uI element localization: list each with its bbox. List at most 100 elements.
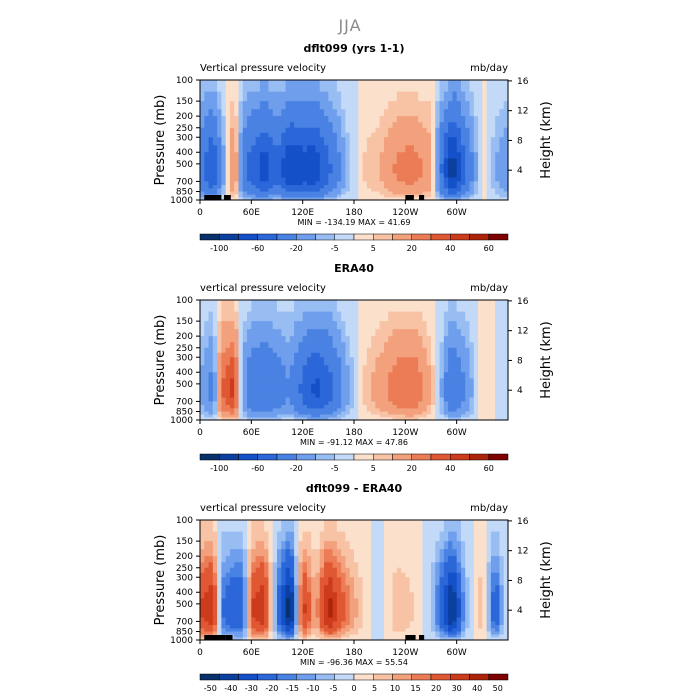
- heatmap-cell: [383, 173, 389, 179]
- heatmap-cell: [388, 185, 394, 189]
- heatmap-cell: [460, 197, 466, 201]
- heatmap-cell: [383, 372, 389, 379]
- heatmap-cell: [315, 408, 321, 413]
- heatmap-cell: [259, 541, 265, 550]
- heatmap-cell: [375, 357, 381, 366]
- heatmap-cell: [469, 608, 475, 614]
- heatmap-cell: [234, 300, 240, 313]
- heatmap-cell: [443, 300, 449, 313]
- heatmap-cell: [443, 401, 449, 406]
- heatmap-cell: [311, 194, 317, 198]
- heatmap-cell: [306, 397, 312, 403]
- heatmap-cell: [388, 181, 394, 186]
- heatmap-cell: [298, 321, 304, 330]
- heatmap-cell: [332, 631, 338, 636]
- heatmap-cell: [259, 401, 265, 406]
- heatmap-cell: [465, 116, 471, 123]
- heatmap-cell: [392, 80, 398, 93]
- heatmap-cell: [298, 393, 304, 399]
- heatmap-cell: [499, 329, 505, 337]
- heatmap-cell: [302, 621, 308, 626]
- heatmap-cell: [229, 321, 235, 330]
- heatmap-cell: [443, 137, 449, 146]
- heatmap-cell: [388, 388, 394, 394]
- heatmap-cell: [392, 613, 398, 619]
- heatmap-cell: [298, 127, 304, 134]
- heatmap-cell: [426, 116, 432, 123]
- heatmap-cell: [242, 137, 248, 146]
- heatmap-cell: [200, 158, 205, 165]
- heatmap-cell: [251, 608, 257, 614]
- heatmap-cell: [336, 80, 342, 93]
- heatmap-cell: [426, 556, 432, 563]
- heatmap-cell: [422, 414, 428, 418]
- heatmap-cell: [277, 608, 282, 614]
- heatmap-cell: [409, 168, 415, 174]
- heatmap-cell: [495, 608, 501, 614]
- heatmap-cell: [255, 116, 261, 123]
- heatmap-cell: [341, 520, 347, 533]
- heatmap-cell: [272, 625, 278, 629]
- heatmap-cell: [443, 625, 449, 629]
- heatmap-cell: [204, 109, 210, 117]
- heatmap-cell: [319, 300, 325, 313]
- heatmap-cell: [285, 372, 291, 379]
- heatmap-cell: [302, 388, 308, 394]
- heatmap-cell: [345, 634, 351, 638]
- heatmap-cell: [229, 347, 235, 354]
- heatmap-cell: [371, 625, 376, 629]
- heatmap-cell: [490, 197, 496, 201]
- heatmap-cell: [341, 549, 347, 557]
- heatmap-cell: [503, 336, 509, 343]
- heatmap-cell: [426, 397, 432, 403]
- heatmap-cell: [413, 336, 419, 343]
- heatmap-cell: [443, 617, 449, 623]
- heatmap-cell: [289, 197, 295, 201]
- heatmap-cell: [490, 181, 496, 186]
- heatmap-cell: [341, 417, 347, 421]
- heatmap-cell: [272, 549, 278, 557]
- heatmap-cell: [264, 562, 270, 569]
- heatmap-cell: [200, 417, 205, 421]
- heatmap-cell: [311, 520, 317, 533]
- heatmap-cell: [336, 300, 342, 313]
- heatmap-cell: [413, 401, 419, 406]
- heatmap-cell: [362, 608, 368, 614]
- heatmap-cell: [396, 352, 402, 358]
- heatmap-cell: [379, 132, 385, 138]
- heatmap-cell: [452, 173, 458, 179]
- y-tick-label: 1000: [170, 416, 193, 426]
- heatmap-cell: [229, 152, 235, 159]
- heatmap-cell: [328, 567, 334, 574]
- heatmap-cell: [418, 372, 424, 379]
- heatmap-cell: [439, 617, 445, 623]
- heatmap-cell: [272, 592, 278, 599]
- heatmap-cell: [242, 145, 248, 153]
- heatmap-cell: [499, 572, 505, 578]
- heatmap-cell: [388, 625, 394, 629]
- heatmap-cell: [264, 531, 270, 542]
- heatmap-cell: [439, 411, 445, 416]
- heatmap-cell: [431, 401, 436, 406]
- heatmap-cell: [460, 556, 466, 563]
- heatmap-cell: [366, 621, 372, 626]
- heatmap-cell: [362, 372, 368, 379]
- heatmap-cell: [413, 177, 419, 183]
- heatmap-cell: [200, 152, 205, 159]
- heatmap-cell: [503, 541, 509, 550]
- heatmap-cell: [439, 163, 445, 170]
- heatmap-cell: [229, 541, 235, 550]
- heatmap-cell: [324, 191, 329, 196]
- heatmap-cell: [251, 388, 257, 394]
- heatmap-cell: [289, 300, 295, 313]
- heatmap-cell: [306, 311, 312, 322]
- heatmap-cell: [234, 572, 240, 578]
- heatmap-cell: [212, 577, 218, 586]
- heatmap-cell: [460, 388, 466, 394]
- heatmap-cell: [499, 585, 505, 593]
- heatmap-cell: [328, 372, 334, 379]
- y-axis-title: Pressure (mb): [153, 315, 168, 406]
- heatmap-cell: [212, 393, 218, 399]
- heatmap-cell: [426, 80, 432, 93]
- heatmap-cell: [413, 163, 419, 170]
